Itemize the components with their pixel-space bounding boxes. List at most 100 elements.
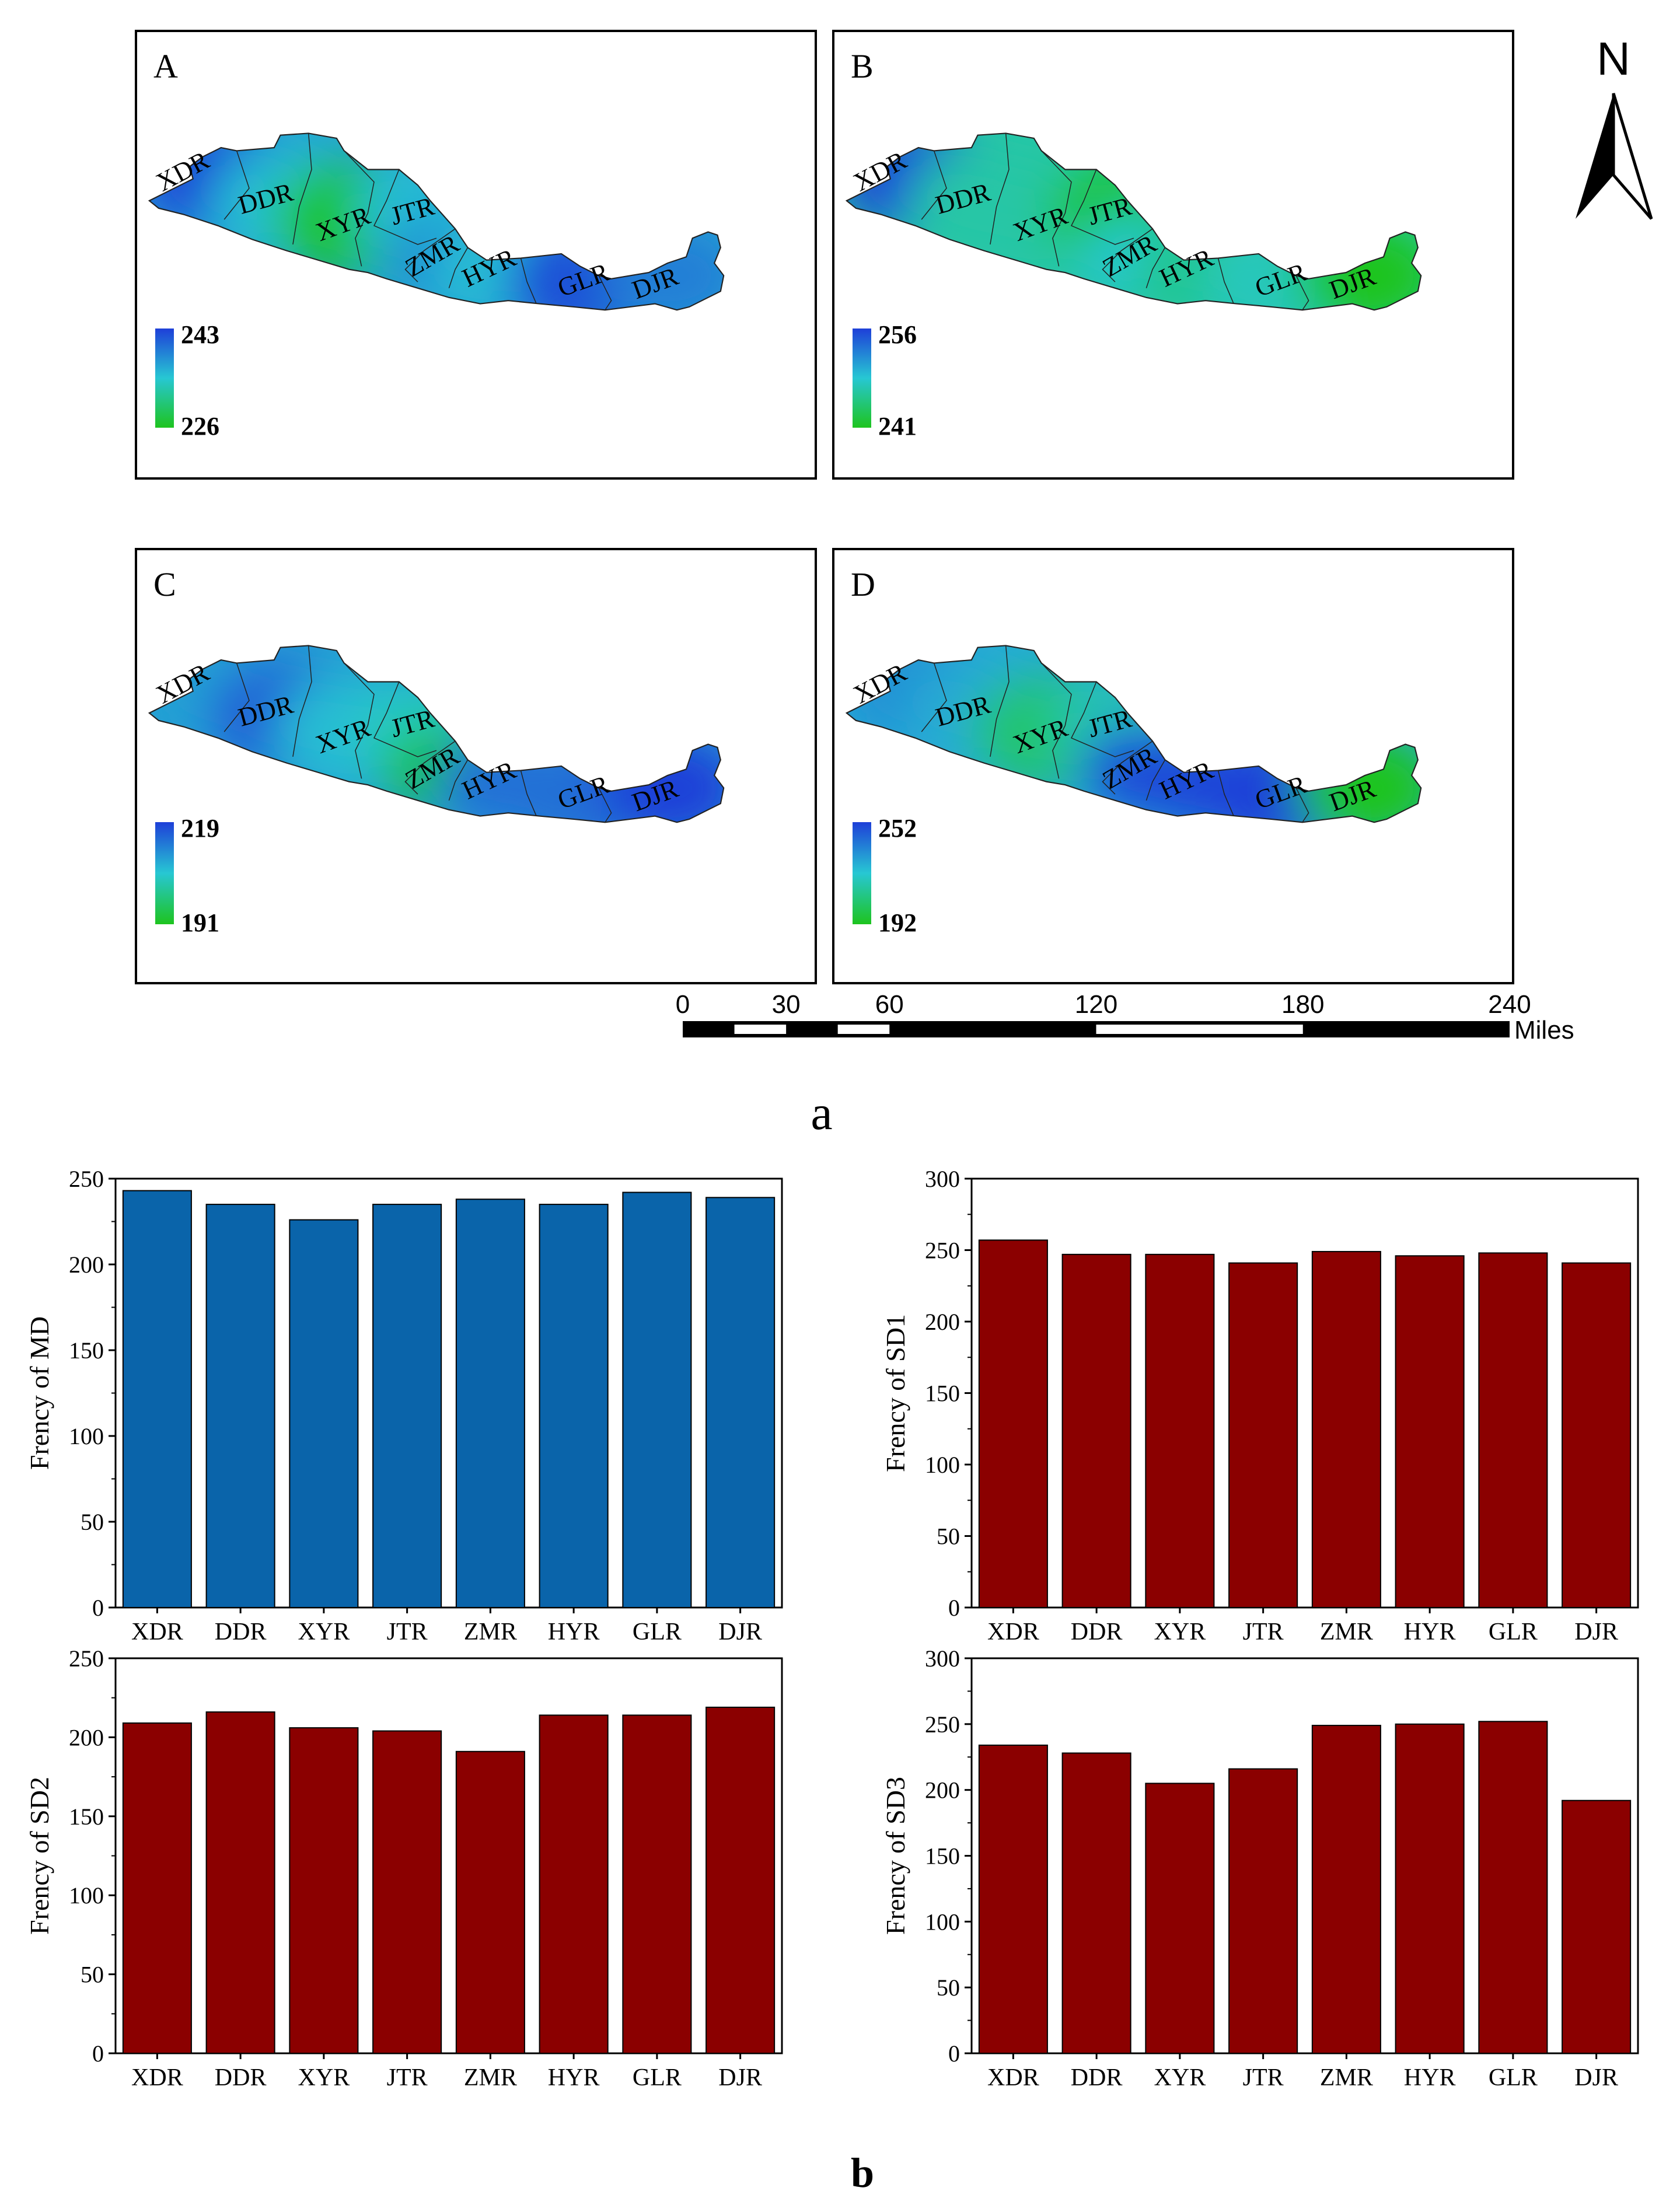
region-boundary	[404, 228, 456, 282]
bar-chart-1: 0 50 100 150 200 250 Frency of MD XDR DDR XYR JTR Z…	[25, 1166, 783, 1645]
bar-ddr	[1061, 1253, 1131, 1609]
north-arrow-right-half	[1612, 93, 1653, 220]
bar-xyr	[1145, 1783, 1215, 2054]
y-tick-label: 250	[69, 1645, 104, 1672]
region-boundary	[344, 150, 375, 267]
scale-bar-tick-label: 120	[1075, 990, 1117, 1019]
x-tick-label: GLR	[633, 2064, 682, 2091]
x-tick-label: GLR	[1489, 2064, 1538, 2091]
y-tick-label: 50	[81, 1509, 104, 1535]
region-boundary	[1145, 759, 1166, 801]
region-boundary	[990, 645, 1010, 757]
map-panel-label: C	[153, 565, 176, 603]
x-tick-label: ZMR	[1320, 2064, 1373, 2091]
map-panel-label: D	[851, 565, 875, 603]
legend-min-label: 191	[181, 908, 219, 937]
region-boundary	[598, 275, 612, 310]
region-boundary	[292, 133, 312, 245]
bar-xdr	[122, 1722, 192, 2054]
y-tick-label: 0	[948, 2040, 960, 2067]
bar-jtr	[372, 1730, 442, 2054]
legend-color-bar	[155, 329, 174, 428]
legend-min-label: 192	[878, 908, 917, 937]
north-arrow: N	[1576, 33, 1653, 220]
figure-label-a: a	[811, 1086, 832, 1140]
y-tick-label: 250	[925, 1711, 960, 1738]
bar-xyr	[289, 1727, 359, 2054]
x-tick-label: JTR	[387, 1619, 428, 1645]
bar-zmr	[455, 1750, 525, 2054]
legend-color-bar	[155, 822, 174, 924]
x-tick-label: DJR	[718, 2064, 762, 2091]
x-tick-label: JTR	[1243, 1619, 1284, 1645]
x-tick-label: DDR	[215, 2064, 267, 2091]
north-arrow-label: N	[1597, 33, 1630, 85]
figure-label-b: b	[851, 2150, 874, 2196]
legend-max-label: 243	[181, 320, 219, 349]
scale-bar-tick-label: 0	[676, 990, 690, 1019]
y-tick-label: 150	[925, 1843, 960, 1869]
bar-chart-3: 0 50 100 150 200 250 Frency of SD2 XDR DDR XYR JTR…	[25, 1645, 783, 2091]
region-boundary	[1217, 258, 1234, 304]
region-boundary	[990, 133, 1010, 245]
bar-glr	[622, 1191, 692, 1608]
scale-bar-segment	[837, 1025, 890, 1034]
bar-xyr	[1145, 1253, 1215, 1609]
scale-bar-unit: Miles	[1514, 1016, 1574, 1044]
bar-xdr	[978, 1239, 1048, 1609]
region-boundary	[404, 740, 456, 795]
region-boundary	[1102, 740, 1153, 795]
y-tick-label: 50	[937, 1975, 960, 2001]
y-tick-label: 0	[92, 1595, 104, 1621]
y-tick-label: 100	[925, 1909, 960, 1935]
x-tick-label: HYR	[548, 2064, 600, 2091]
map-panel-label: B	[851, 47, 874, 85]
bar-ddr	[1061, 1752, 1131, 2054]
x-tick-label: XDR	[131, 2064, 183, 2091]
region-boundary	[520, 258, 537, 304]
region-boundary	[448, 247, 469, 289]
bar-jtr	[1228, 1768, 1298, 2054]
legend-max-label: 219	[181, 814, 219, 843]
bar-glr	[622, 1714, 692, 2054]
bar-xyr	[289, 1219, 359, 1609]
x-tick-label: DJR	[1574, 2064, 1618, 2091]
y-axis-label: Frency of MD	[25, 1316, 54, 1470]
y-tick-label: 50	[937, 1523, 960, 1550]
region-boundary	[223, 151, 250, 220]
y-tick-label: 100	[69, 1882, 104, 1909]
y-tick-label: 0	[92, 2040, 104, 2067]
region-boundary	[1145, 247, 1166, 289]
x-tick-label: ZMR	[1320, 1619, 1373, 1645]
bar-ddr	[205, 1204, 275, 1609]
bar-djr	[1562, 1262, 1632, 1609]
y-tick-label: 200	[69, 1252, 104, 1278]
legend-color-bar	[853, 329, 871, 428]
y-tick-label: 150	[925, 1381, 960, 1407]
region-boundary	[1041, 150, 1072, 267]
region-boundary	[520, 770, 537, 816]
y-tick-label: 300	[925, 1166, 960, 1192]
y-tick-label: 250	[925, 1238, 960, 1264]
y-tick-label: 0	[948, 1595, 960, 1621]
bar-jtr	[1228, 1262, 1298, 1609]
bar-zmr	[455, 1198, 525, 1608]
x-tick-label: HYR	[1404, 2064, 1456, 2091]
region-boundary	[1295, 275, 1309, 310]
x-tick-label: DDR	[1071, 1619, 1123, 1645]
region-boundary	[223, 663, 250, 732]
bar-djr	[705, 1197, 776, 1609]
legend-max-label: 256	[878, 320, 917, 349]
scale-bar-tick-label: 180	[1281, 990, 1324, 1019]
scale-bar-tick-label: 240	[1488, 990, 1531, 1019]
region-boundary	[373, 169, 437, 245]
region-boundary	[598, 788, 612, 823]
bar-hyr	[1395, 1255, 1465, 1609]
region-boundary	[1070, 682, 1134, 757]
y-tick-label: 200	[925, 1309, 960, 1335]
y-tick-label: 150	[69, 1337, 104, 1364]
scale-bar-segment	[1096, 1025, 1303, 1034]
